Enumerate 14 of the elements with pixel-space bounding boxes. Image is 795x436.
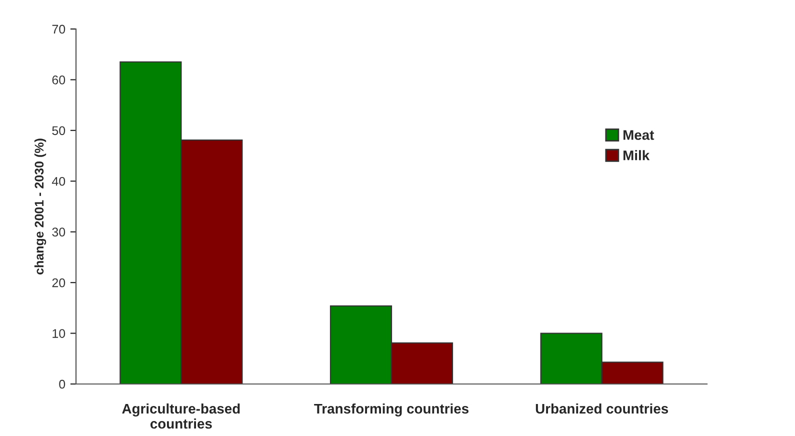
legend-label: Milk bbox=[624, 150, 650, 160]
y-tick-label: 0 bbox=[59, 380, 66, 389]
y-tick-label: 30 bbox=[52, 228, 66, 237]
legend-label: Meat bbox=[624, 130, 654, 140]
x-tick-label: Agriculture-based countries bbox=[122, 403, 240, 429]
y-tick-label: 50 bbox=[52, 126, 66, 136]
y-tick-label: 60 bbox=[52, 76, 66, 84]
y-tick-label: 20 bbox=[52, 278, 66, 288]
y-tick-label: 70 bbox=[52, 24, 66, 34]
x-tick-label: Urbanized countries bbox=[536, 403, 668, 414]
x-tick-label: Transforming countries bbox=[314, 403, 468, 416]
y-axis-title: change 2001 - 2030 (%) bbox=[34, 138, 46, 274]
y-tick-label: 10 bbox=[52, 329, 66, 338]
y-tick-label: 40 bbox=[52, 176, 66, 186]
